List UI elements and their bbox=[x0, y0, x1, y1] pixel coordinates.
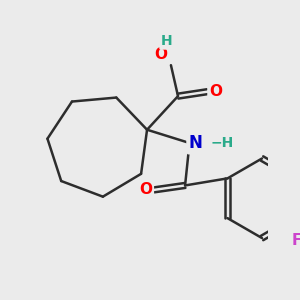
Text: O: O bbox=[139, 182, 152, 197]
Text: O: O bbox=[209, 84, 223, 99]
Text: F: F bbox=[291, 233, 300, 248]
Text: O: O bbox=[154, 47, 167, 62]
Text: N: N bbox=[189, 134, 202, 152]
Text: −H: −H bbox=[211, 136, 234, 150]
Text: H: H bbox=[161, 34, 172, 48]
